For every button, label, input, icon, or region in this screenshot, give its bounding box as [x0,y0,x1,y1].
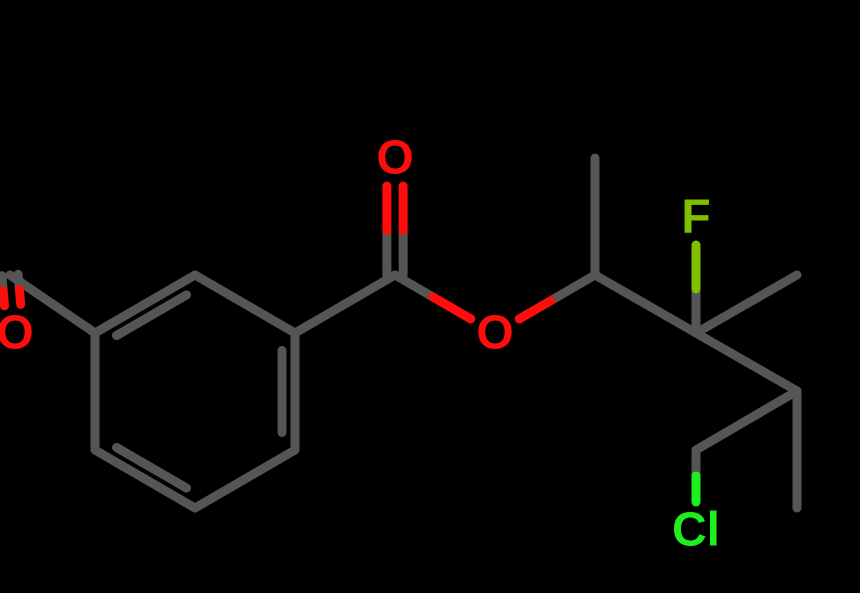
bond-segment [646,304,697,333]
bond-segment [245,304,295,333]
bond-segment [747,391,798,421]
atom-label-o: O [476,307,513,360]
bond-segment [557,275,595,297]
bond-segment [519,297,557,319]
bond-segment [696,333,747,362]
bond-segment [395,275,433,297]
bond-segment [433,297,471,319]
bond-segment [595,275,646,304]
bond-segment [53,304,96,333]
bond-segment [747,362,798,391]
molecule-diagram: O O O F Cl [0,0,860,593]
bond-segment [3,291,4,306]
bond-segment [195,275,245,304]
bond-segment [696,304,747,333]
bond-segment [19,289,20,304]
bond-segment [696,421,747,451]
bond-segment [295,304,345,333]
atom-label-f: F [681,191,710,244]
atom-label-o: O [0,307,34,360]
bond-segment [747,275,798,304]
bond-segment [245,450,295,479]
bond-segment [195,479,245,508]
atom-label-cl: Cl [672,504,720,557]
atom-label-o: O [376,132,413,185]
